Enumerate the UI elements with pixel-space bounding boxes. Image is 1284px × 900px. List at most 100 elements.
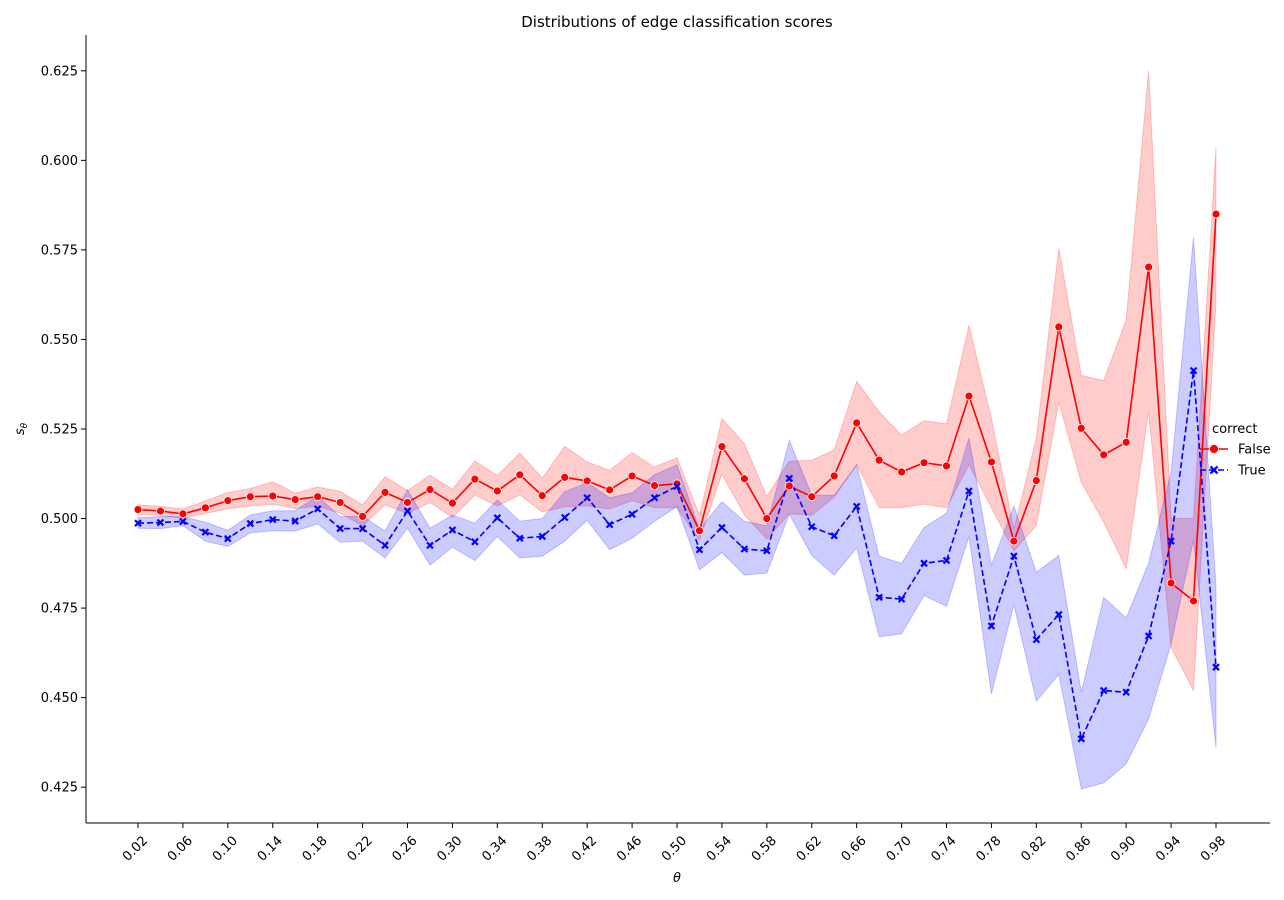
data-point-true (493, 514, 502, 522)
data-point-false (335, 498, 345, 507)
data-point-true (965, 487, 973, 495)
data-point-true (628, 510, 636, 519)
data-point-true (1010, 552, 1018, 560)
y-axis-label-sub: θ (20, 422, 30, 428)
data-point-true (403, 507, 412, 515)
data-point-true (673, 482, 681, 491)
legend-title: correct (1212, 422, 1258, 437)
data-point-false (874, 455, 884, 465)
data-point-true (426, 541, 434, 550)
data-point-false (762, 514, 772, 523)
confidence-bands (137, 70, 1217, 790)
data-point-true (852, 502, 861, 511)
data-point-true (358, 524, 367, 533)
data-point-false (717, 442, 727, 451)
data-point-false (852, 418, 862, 428)
data-point-false (560, 472, 570, 482)
data-point-false (1031, 476, 1041, 485)
data-point-false (1076, 423, 1086, 433)
data-point-true (156, 518, 165, 527)
data-point-true (695, 545, 704, 554)
data-point-true (1189, 366, 1198, 375)
data-point-true (1122, 688, 1130, 697)
data-point-true (830, 531, 838, 540)
data-point-false (964, 391, 974, 401)
legend-marker-true (1209, 465, 1219, 475)
data-point-false (1144, 262, 1154, 272)
data-point-false (178, 509, 188, 519)
data-point-false (1189, 596, 1198, 606)
data-point-true (516, 534, 524, 543)
data-point-true (605, 520, 614, 529)
data-point-false (358, 511, 367, 521)
data-point-false (829, 471, 839, 481)
legend-label-true: True (1237, 464, 1266, 479)
data-point-false (313, 492, 323, 502)
data-point-true (336, 524, 344, 533)
data-point-true (134, 519, 142, 527)
data-point-false (1099, 450, 1109, 460)
data-point-true (291, 517, 299, 525)
legend-marker-false (1209, 444, 1219, 454)
data-point-false (245, 492, 255, 502)
data-point-true (740, 545, 749, 553)
data-point-true (179, 517, 187, 526)
data-point-false (739, 474, 749, 484)
x-axis-label: θ (673, 871, 681, 886)
data-point-true (313, 505, 322, 513)
data-point-false (133, 505, 143, 514)
data-point-true (763, 547, 771, 555)
data-point-false (1166, 578, 1176, 588)
data-point-true (785, 474, 794, 483)
data-point-false (380, 487, 390, 497)
data-point-false (268, 491, 278, 501)
chart-title: Distributions of edge classification sco… (521, 13, 833, 31)
data-point-false (942, 461, 951, 471)
data-point-true (560, 513, 569, 522)
data-point-false (223, 496, 233, 506)
data-point-false (1211, 209, 1221, 219)
y-tick-label: 0.550 (41, 333, 78, 348)
y-axis-ticks: 0.425 0.450 0.475 0.500 0.525 0.550 0.575 0.600… (41, 64, 86, 796)
data-point-false (156, 506, 165, 516)
data-point-false (582, 476, 592, 486)
data-point-false (897, 467, 906, 477)
data-point-true (448, 526, 457, 534)
y-tick-label: 0.450 (41, 691, 78, 706)
data-point-true (920, 559, 928, 568)
y-tick-label: 0.625 (41, 64, 78, 79)
data-point-false (492, 486, 502, 496)
y-tick-label: 0.525 (41, 423, 78, 438)
data-point-true (381, 541, 389, 550)
data-point-true (807, 523, 816, 531)
y-axis-label: sθ (13, 422, 30, 435)
data-point-false (919, 458, 929, 468)
data-point-true (987, 622, 996, 630)
legend: correct False True (1200, 422, 1271, 479)
data-point-true (583, 493, 591, 502)
y-tick-label: 0.575 (41, 243, 78, 258)
data-point-true (1167, 537, 1175, 545)
y-tick-label: 0.475 (41, 602, 78, 617)
data-point-true (1212, 663, 1220, 671)
data-point-false (1054, 322, 1064, 332)
y-tick-label: 0.500 (41, 512, 78, 527)
data-point-false (425, 485, 435, 494)
data-point-false (695, 526, 704, 536)
data-point-false (290, 495, 300, 504)
data-point-true (538, 532, 547, 541)
data-point-true (268, 515, 277, 524)
data-point-false (470, 474, 480, 484)
data-point-true (875, 593, 883, 602)
confidence-band-true (137, 237, 1217, 790)
data-point-false (448, 498, 457, 508)
data-point-true (1077, 735, 1086, 743)
data-point-false (515, 470, 525, 480)
data-point-false (807, 492, 817, 502)
data-point-false (1121, 437, 1131, 447)
data-point-false (605, 485, 615, 495)
data-point-true (1032, 635, 1041, 644)
data-point-false (200, 503, 210, 513)
